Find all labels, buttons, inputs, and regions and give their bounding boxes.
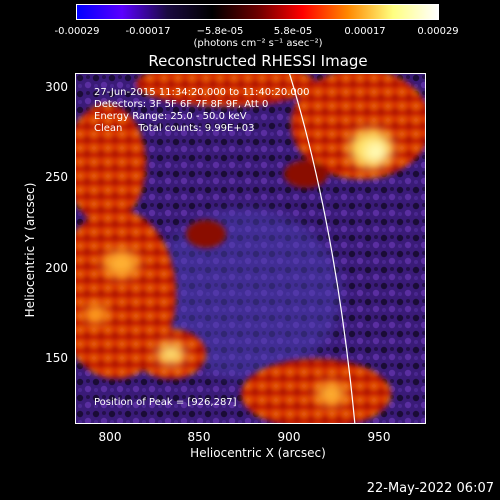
y-tick-label: 300 [45,80,68,94]
colorbar [76,4,439,20]
colorbar-tick: 0.00017 [344,26,386,37]
timestamp: 22-May-2022 06:07 [366,481,494,496]
colorbar-tick: 5.8e-05 [273,26,313,37]
y-tick-label: 250 [45,170,68,184]
colorbar-tick: -0.00029 [54,26,100,37]
y-tick-label: 150 [45,351,68,365]
colorbar-unit-label: (photons cm⁻² s⁻¹ asec⁻²) [193,38,323,49]
info-energy-range: Energy Range: 25.0 - 50.0 keV [94,111,247,122]
x-tick-label: 950 [367,430,391,444]
solar-limb-line [288,74,356,423]
plot-title: Reconstructed RHESSI Image [148,52,368,70]
y-tick-label: 200 [45,261,68,275]
info-peak-position: Position of Peak = [926,287] [94,397,237,408]
solar-image [76,74,425,423]
colorbar-tick: −5.8e-05 [196,26,244,37]
x-tick-label: 850 [187,430,211,444]
x-tick-label: 800 [98,430,122,444]
colorbar-tick: 0.00029 [417,26,459,37]
x-axis-label: Heliocentric X (arcsec) [190,446,326,460]
info-detectors: Detectors: 3F 5F 6F 7F 8F 9F, Att 0 [94,99,269,110]
y-axis-label: Heliocentric Y (arcsec) [23,182,37,318]
colorbar-tick: -0.00017 [125,26,171,37]
x-tick-label: 900 [277,430,301,444]
info-total-counts: Clean Total counts: 9.99E+03 [94,123,255,134]
info-time-range: 27-Jun-2015 11:34:20.000 to 11:40:20.000 [94,87,310,98]
image-plot-area: 27-Jun-2015 11:34:20.000 to 11:40:20.000… [75,73,426,424]
